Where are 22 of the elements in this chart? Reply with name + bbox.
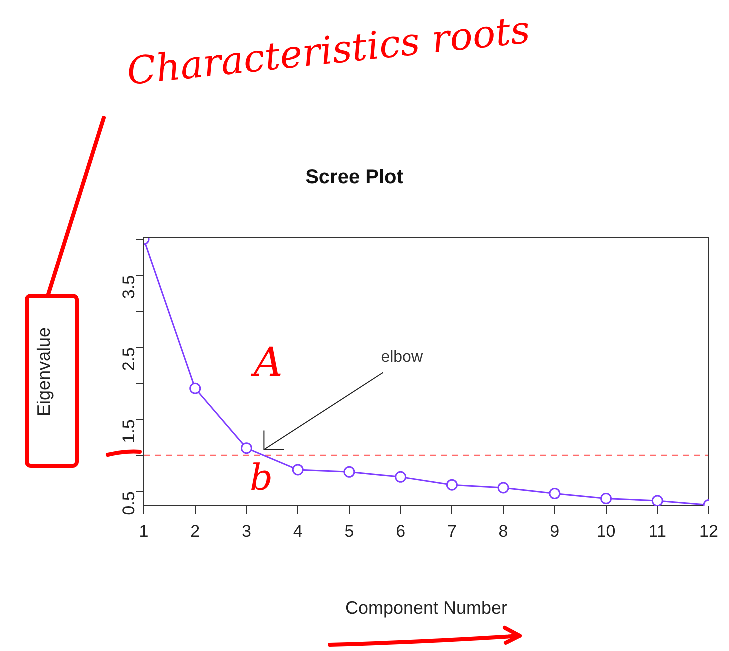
x-tick-label: 3 [242,522,252,541]
annotation: elbow [381,348,423,367]
x-tick-label: 9 [550,522,560,541]
x-tick-label: 4 [293,522,303,541]
y-tick-label: 1.5 [120,420,139,444]
text: Characteristics roots [125,8,532,94]
annotation: b [250,458,274,499]
x-tick-label: 2 [190,522,200,541]
x-tick-label: 11 [648,522,666,541]
x-tick-label: 6 [396,522,406,541]
y-axis-title: Eigenvalue [34,327,54,417]
y-tick-label: 3.5 [120,275,139,300]
y-tick-label: 2.5 [120,348,139,372]
x-tick-label: 7 [447,522,457,541]
y-tick-label: 0.5 [120,492,139,516]
chart-title: Scree Plot [306,166,404,189]
x-tick-label: 8 [498,522,508,541]
x-tick-label: 5 [344,522,354,541]
x-tick-label: 10 [596,522,616,541]
x-axis-title: Component Number [345,598,508,618]
x-tick-label: 1 [139,522,149,541]
x-tick-label: 12 [700,522,718,541]
